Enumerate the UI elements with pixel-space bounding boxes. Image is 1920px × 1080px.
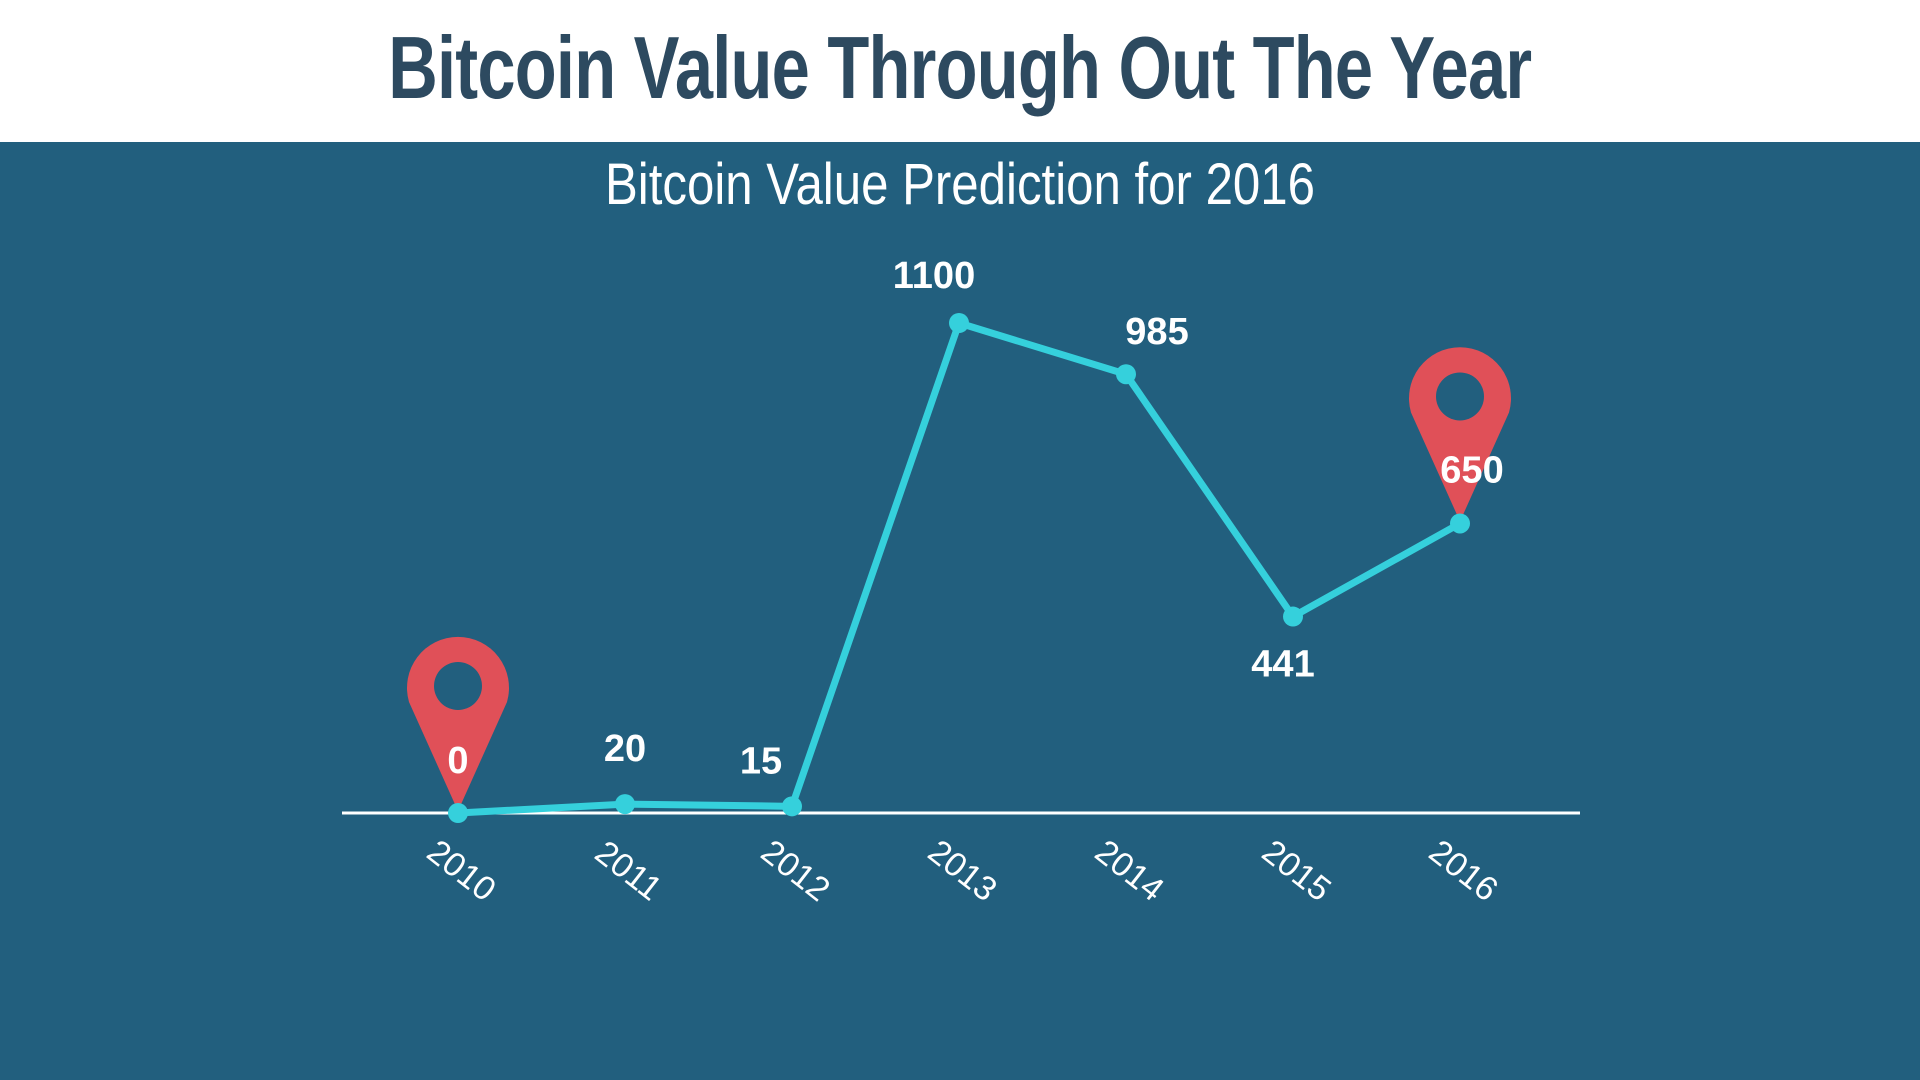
x-tick-label-2013: 2013 (921, 833, 1004, 910)
location-pin-icon (1409, 347, 1511, 522)
data-label-2010: 0 (447, 740, 468, 782)
pin-hole (434, 662, 482, 710)
data-label-2016: 650 (1440, 449, 1503, 491)
location-pin-icon (406, 636, 510, 811)
pin-body (1409, 347, 1511, 522)
x-tick-label-2015: 2015 (1255, 833, 1338, 910)
x-tick-label-2010: 2010 (420, 833, 503, 910)
data-point-2010 (448, 803, 468, 823)
x-tick-label-2014: 2014 (1088, 833, 1171, 910)
data-label-2014: 985 (1125, 311, 1188, 353)
marker-group (406, 347, 1511, 811)
data-point-group (448, 313, 1470, 823)
slide-header: Bitcoin Value Through Out The Year (0, 0, 1920, 142)
data-label-2011: 20 (604, 728, 646, 770)
data-label-2013: 1100 (893, 255, 975, 297)
data-point-2013 (949, 313, 969, 333)
pin-body (406, 636, 510, 811)
slide-title: Bitcoin Value Through Out The Year (388, 18, 1532, 117)
x-tick-label-group: 2010 2011 2012 2013 2014 2015 2016 (420, 833, 1505, 910)
data-label-group: 0 20 15 1100 985 441 650 (447, 255, 1503, 782)
chart-panel: Bitcoin Value Prediction for 2016 0 20 15 1… (0, 142, 1920, 1080)
data-point-2015 (1283, 606, 1303, 627)
data-point-2014 (1116, 364, 1136, 385)
chart-title: Bitcoin Value Prediction for 2016 (605, 152, 1315, 217)
line-chart: Bitcoin Value Prediction for 2016 0 20 151… (342, 152, 1580, 910)
data-point-2012 (782, 796, 802, 817)
data-point-2016 (1450, 513, 1470, 534)
pin-hole (1436, 372, 1484, 421)
data-label-2015: 441 (1251, 644, 1314, 686)
x-tick-label-2011: 2011 (588, 833, 669, 908)
x-tick-label-2016: 2016 (1422, 833, 1505, 910)
data-label-2012: 15 (740, 740, 782, 782)
data-point-2011 (615, 794, 635, 815)
x-tick-label-2012: 2012 (754, 833, 837, 910)
